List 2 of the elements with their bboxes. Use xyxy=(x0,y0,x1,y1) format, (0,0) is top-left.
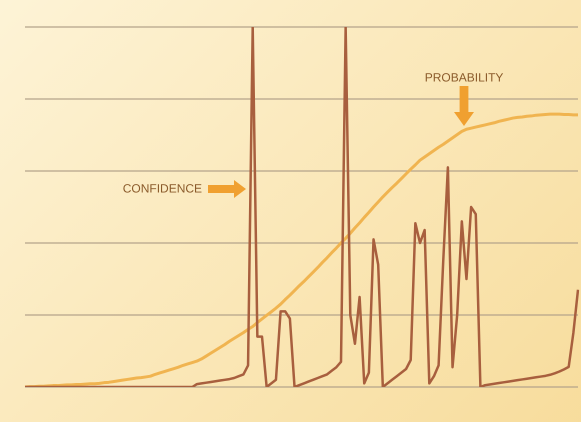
annotation: PROBABILITY xyxy=(424,70,504,84)
annotation: CONFIDENCE xyxy=(122,181,202,196)
